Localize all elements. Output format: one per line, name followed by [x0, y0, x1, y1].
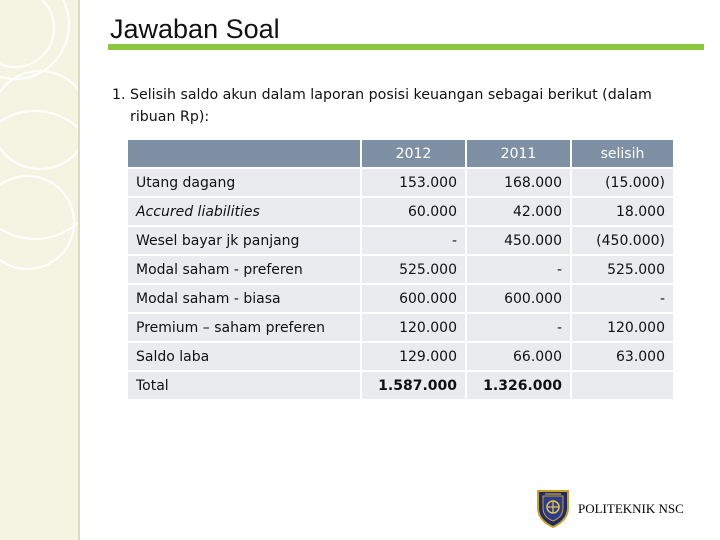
- value-2012: 153.000: [362, 169, 465, 196]
- value-2012: -: [362, 227, 465, 254]
- value-2012: 525.000: [362, 256, 465, 283]
- value-2012: 60.000: [362, 198, 465, 225]
- value-2011: -: [467, 256, 570, 283]
- row-label: Premium – saham preferen: [128, 314, 360, 341]
- value-selisih: 525.000: [572, 256, 673, 283]
- balance-difference-table: 2012 2011 selisih Utang dagang 153.000 1…: [128, 140, 676, 401]
- table-header-selisih: selisih: [572, 140, 673, 167]
- value-2012: 600.000: [362, 285, 465, 312]
- row-label: Wesel bayar jk panjang: [128, 227, 360, 254]
- table-row: Wesel bayar jk panjang - 450.000 (450.00…: [128, 227, 676, 254]
- value-2011: 600.000: [467, 285, 570, 312]
- value-selisih: (15.000): [572, 169, 673, 196]
- footer-institution: POLITEKNIK NSC: [578, 501, 684, 516]
- table-total-row: Total 1.587.000 1.326.000: [128, 372, 676, 399]
- table-header-2012: 2012: [362, 140, 465, 167]
- table-header-row: 2012 2011 selisih: [128, 140, 676, 167]
- table-row: Utang dagang 153.000 168.000 (15.000): [128, 169, 676, 196]
- sidebar-edge: [78, 0, 80, 540]
- row-label: Saldo laba: [128, 343, 360, 370]
- total-2011: 1.326.000: [467, 372, 570, 399]
- value-2012: 129.000: [362, 343, 465, 370]
- title-underline: [108, 44, 704, 50]
- row-label: Utang dagang: [128, 169, 360, 196]
- total-selisih: [572, 372, 673, 399]
- value-selisih: 120.000: [572, 314, 673, 341]
- row-label: Modal saham - preferen: [128, 256, 360, 283]
- value-selisih: -: [572, 285, 673, 312]
- table-row: Premium – saham preferen 120.000 - 120.0…: [128, 314, 676, 341]
- table-row: Modal saham - preferen 525.000 - 525.000: [128, 256, 676, 283]
- value-2011: 42.000: [467, 198, 570, 225]
- value-selisih: (450.000): [572, 227, 673, 254]
- value-2011: 66.000: [467, 343, 570, 370]
- row-label: Accured liabilities: [128, 198, 360, 225]
- value-2011: 450.000: [467, 227, 570, 254]
- table-row: Saldo laba 129.000 66.000 63.000: [128, 343, 676, 370]
- table-row: Accured liabilities 60.000 42.000 18.000: [128, 198, 676, 225]
- value-2011: 168.000: [467, 169, 570, 196]
- slide-title: Jawaban Soal: [110, 14, 280, 44]
- value-2011: -: [467, 314, 570, 341]
- row-label: Modal saham - biasa: [128, 285, 360, 312]
- question-text: Selisih saldo akun dalam laporan posisi …: [130, 87, 652, 125]
- table-row: Modal saham - biasa 600.000 600.000 -: [128, 285, 676, 312]
- value-selisih: 63.000: [572, 343, 673, 370]
- row-label: Total: [128, 372, 360, 399]
- decorative-sidebar: [0, 0, 80, 540]
- question-number: 1.: [112, 87, 126, 103]
- table-header-label: [128, 140, 360, 167]
- value-selisih: 18.000: [572, 198, 673, 225]
- shield-emblem-icon: [537, 490, 569, 528]
- total-2012: 1.587.000: [362, 372, 465, 399]
- question-intro: 1. Selisih saldo akun dalam laporan posi…: [112, 84, 672, 128]
- table-header-2011: 2011: [467, 140, 570, 167]
- value-2012: 120.000: [362, 314, 465, 341]
